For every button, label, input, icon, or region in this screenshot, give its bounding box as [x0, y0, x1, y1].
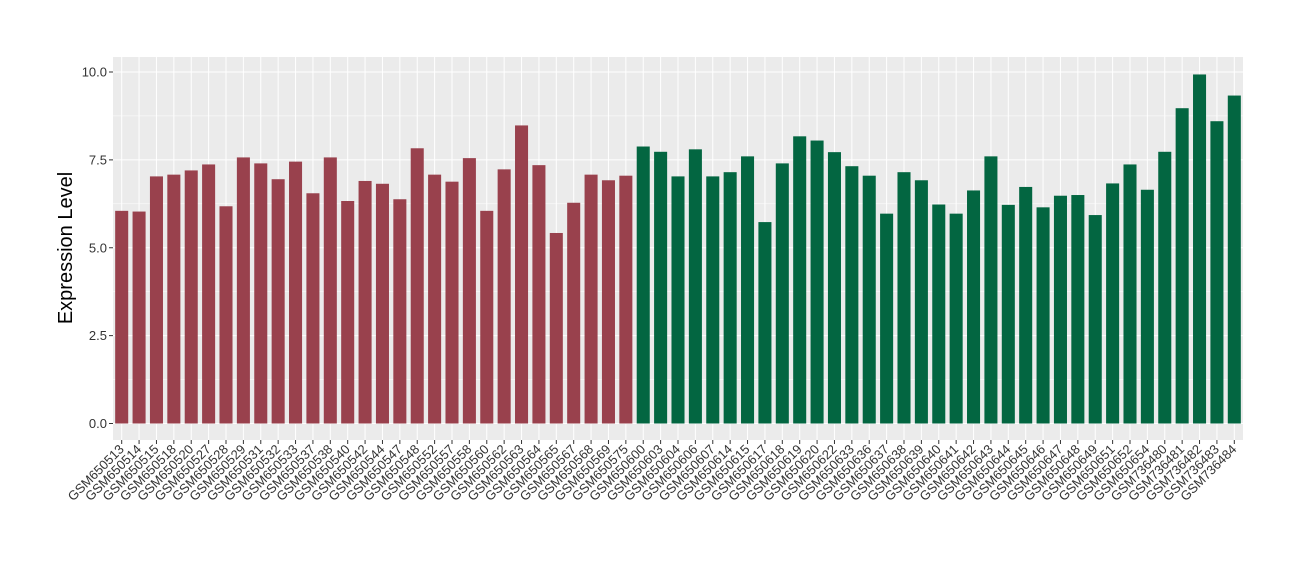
bar	[949, 213, 963, 424]
bar	[1036, 207, 1050, 424]
bar	[758, 222, 772, 424]
bar	[1001, 204, 1015, 424]
y-tick-label: 7.5	[89, 152, 107, 167]
bar	[741, 156, 755, 424]
bar	[688, 149, 702, 424]
bar	[1158, 151, 1172, 424]
bar	[1071, 195, 1085, 424]
bar	[567, 202, 581, 424]
bar	[393, 199, 407, 424]
bar	[723, 172, 737, 424]
y-tick-label: 10.0	[82, 65, 107, 80]
bar	[671, 176, 685, 424]
y-tick-label: 5.0	[89, 240, 107, 255]
bar	[862, 175, 876, 424]
bar	[1140, 189, 1154, 424]
x-axis: GSM650513GSM650514GSM650515GSM650518GSM6…	[65, 440, 1239, 504]
bar	[706, 176, 720, 424]
bar	[775, 163, 789, 424]
bar	[306, 193, 320, 424]
bar	[827, 152, 841, 424]
bar	[289, 161, 303, 424]
bar	[428, 174, 442, 424]
bar	[1193, 74, 1207, 424]
bar	[1106, 183, 1120, 424]
bar	[462, 158, 476, 424]
bar	[810, 140, 824, 424]
bar	[323, 157, 337, 424]
bar	[636, 146, 650, 424]
bar	[532, 165, 546, 424]
bar	[219, 206, 233, 424]
bar	[619, 175, 633, 424]
bar	[932, 204, 946, 424]
bar	[115, 210, 129, 424]
bar	[1227, 95, 1241, 424]
bar	[845, 166, 859, 424]
bar	[793, 136, 807, 424]
bar	[445, 181, 459, 424]
bar	[1019, 186, 1033, 424]
y-tick-label: 0.0	[89, 416, 107, 431]
bar	[967, 190, 981, 424]
bar	[654, 151, 668, 424]
y-axis: 0.0 2.5 5.0 7.5 10.0	[82, 65, 113, 431]
bar	[167, 174, 181, 424]
bar	[1210, 121, 1224, 424]
bar	[1175, 108, 1189, 424]
bars	[115, 74, 1241, 424]
bar	[914, 180, 928, 424]
bar	[149, 176, 163, 424]
bar	[897, 172, 911, 424]
bar	[497, 169, 511, 424]
bar	[375, 183, 389, 424]
bar	[984, 156, 998, 424]
bar	[254, 163, 268, 424]
bar	[1123, 164, 1137, 424]
y-tick-label: 2.5	[89, 328, 107, 343]
bar	[549, 232, 563, 424]
bar	[236, 157, 250, 424]
bar	[132, 211, 146, 424]
bar	[584, 174, 598, 424]
bar	[271, 179, 285, 424]
bar	[202, 164, 216, 424]
bar	[184, 170, 198, 424]
y-axis-title: Expression Level	[55, 172, 77, 324]
bar	[358, 180, 372, 424]
bar	[601, 180, 615, 424]
bar	[880, 213, 894, 424]
bar	[1053, 195, 1067, 424]
bar	[515, 125, 529, 424]
bar	[1088, 215, 1102, 424]
bar	[410, 148, 424, 424]
bar	[480, 210, 494, 424]
bar	[341, 201, 355, 424]
